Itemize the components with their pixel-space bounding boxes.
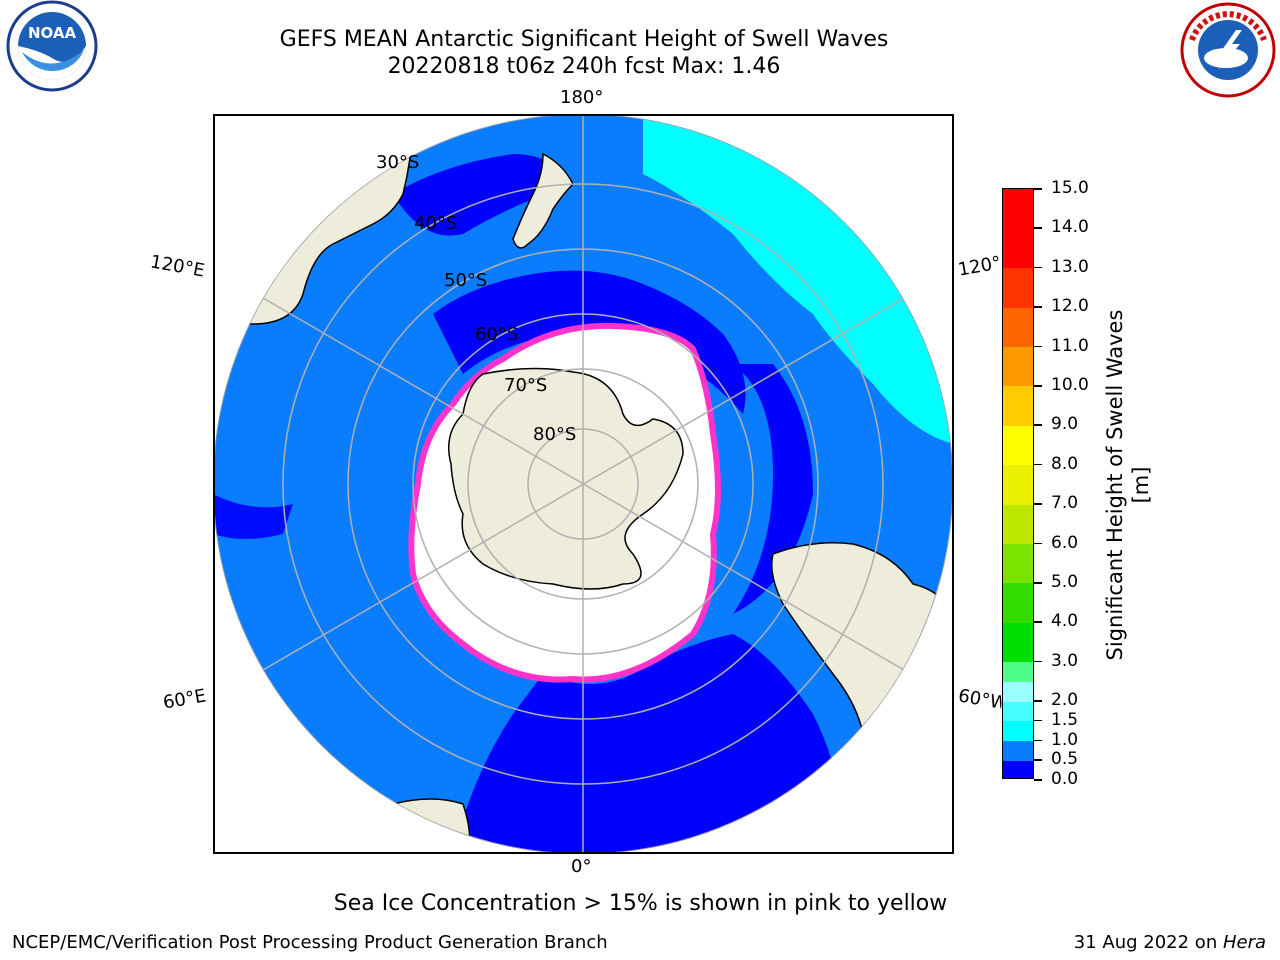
colorbar-segment bbox=[1003, 267, 1033, 308]
colorbar-segment bbox=[1003, 386, 1033, 426]
colorbar-tick-label: 10.0 bbox=[1051, 375, 1089, 395]
colorbar-tick-label: 1.0 bbox=[1051, 729, 1079, 750]
colorbar-tick-mark bbox=[1034, 345, 1042, 348]
lon-label-60w: 60°W bbox=[956, 686, 1004, 714]
colorbar-tick-label: 14.0 bbox=[1051, 217, 1089, 238]
producer-credit: NCEP/EMC/Verification Post Processing Pr… bbox=[12, 932, 608, 953]
colorbar-tick-label: 13.0 bbox=[1051, 256, 1089, 277]
colorbar-tick-mark bbox=[1034, 582, 1042, 584]
colorbar-tick-mark bbox=[1034, 739, 1042, 742]
colorbar-tick-mark bbox=[1034, 700, 1042, 702]
lat-label-80s: 80°S bbox=[533, 424, 577, 445]
longitude-grid bbox=[215, 116, 952, 852]
colorbar-tick-label: 12.0 bbox=[1051, 296, 1089, 317]
colorbar-tick-mark bbox=[1034, 463, 1042, 466]
colorbar-segment bbox=[1003, 189, 1033, 269]
lon-label-60e: 60°E bbox=[161, 685, 208, 714]
colorbar-segment bbox=[1003, 740, 1033, 761]
colorbar-segment bbox=[1003, 425, 1033, 466]
colorbar-tick-mark bbox=[1034, 306, 1042, 308]
colorbar-tick-mark bbox=[1034, 266, 1042, 269]
colorbar-segment bbox=[1003, 543, 1033, 584]
noaa-logo: NOAA bbox=[0, 0, 104, 100]
chart-title: GEFS MEAN Antarctic Significant Height o… bbox=[279, 27, 889, 52]
colorbar-tick-label: 15.0 bbox=[1051, 178, 1089, 198]
colorbar-segment bbox=[1003, 346, 1033, 387]
africa-land bbox=[331, 798, 471, 852]
colorbar-tick-label: 3.0 bbox=[1051, 650, 1079, 671]
colorbar-tick-label: 7.0 bbox=[1051, 493, 1079, 514]
sea-ice-footnote: Sea Ice Concentration > 15% is shown in … bbox=[333, 891, 948, 916]
lat-label-70s: 70°S bbox=[504, 375, 548, 396]
colorbar-tick-label: 9.0 bbox=[1051, 414, 1079, 435]
colorbar-label: Significant Height of Swell Waves [m] bbox=[1103, 309, 1153, 661]
nws-logo bbox=[1178, 0, 1278, 100]
colorbar-tick-mark bbox=[1034, 503, 1042, 505]
colorbar-tick-label: 6.0 bbox=[1051, 532, 1079, 553]
lat-label-60s: 60°S bbox=[475, 324, 519, 345]
madagascar-land bbox=[215, 763, 291, 825]
colorbar-tick-label: 4.0 bbox=[1051, 611, 1079, 632]
colorbar-tick-mark bbox=[1034, 660, 1042, 663]
noaa-logo-text: NOAA bbox=[28, 24, 77, 42]
colorbar-tick-label: 0.5 bbox=[1051, 749, 1079, 770]
colorbar-tick-label: 0.0 bbox=[1051, 769, 1079, 789]
run-timestamp: 31 Aug 2022 on Hera bbox=[1073, 932, 1266, 953]
colorbar-tick-mark bbox=[1034, 227, 1042, 229]
colorbar-tick-mark bbox=[1034, 424, 1042, 426]
lon-label-120w: 120°W bbox=[956, 253, 1004, 281]
lon-label-0: 0° bbox=[571, 856, 592, 877]
colorbar-tick-label: 2.0 bbox=[1051, 690, 1079, 711]
colorbar-tick-mark bbox=[1034, 759, 1042, 761]
colorbar-segment bbox=[1003, 760, 1033, 778]
colorbar-segment bbox=[1003, 307, 1033, 348]
colorbar-segment bbox=[1003, 720, 1033, 742]
colorbar bbox=[1002, 188, 1034, 779]
colorbar-segment bbox=[1003, 701, 1033, 722]
lat-label-50s: 50°S bbox=[444, 270, 488, 291]
colorbar-tick-mark bbox=[1034, 779, 1042, 781]
colorbar-tick-mark bbox=[1034, 542, 1042, 545]
colorbar-segment bbox=[1003, 661, 1033, 682]
colorbar-tick-label: 8.0 bbox=[1051, 453, 1079, 474]
colorbar-segment bbox=[1003, 583, 1033, 623]
colorbar-tick-mark bbox=[1034, 719, 1042, 722]
low-swell-region-north bbox=[433, 270, 746, 414]
low-swell-region-south bbox=[453, 634, 840, 852]
polar-map bbox=[213, 114, 954, 854]
antarctica-land bbox=[448, 367, 684, 590]
colorbar-segment bbox=[1003, 504, 1033, 545]
colorbar-segment bbox=[1003, 464, 1033, 505]
colorbar-tick-mark bbox=[1034, 188, 1042, 190]
colorbar-tick-mark bbox=[1034, 385, 1042, 387]
colorbar-segment bbox=[1003, 681, 1033, 702]
lat-label-40s: 40°S bbox=[414, 213, 458, 234]
lat-label-30s: 30°S bbox=[376, 152, 420, 173]
lon-label-120e: 120°E bbox=[148, 251, 207, 282]
chart-subtitle: 20220818 t06z 240h fcst Max: 1.46 bbox=[387, 54, 781, 79]
colorbar-tick-label: 5.0 bbox=[1051, 572, 1079, 592]
lon-label-180: 180° bbox=[560, 87, 604, 108]
colorbar-segment bbox=[1003, 622, 1033, 663]
colorbar-tick-label: 11.0 bbox=[1051, 335, 1089, 356]
colorbar-tick-label: 1.5 bbox=[1051, 709, 1079, 730]
colorbar-tick-mark bbox=[1034, 621, 1042, 623]
